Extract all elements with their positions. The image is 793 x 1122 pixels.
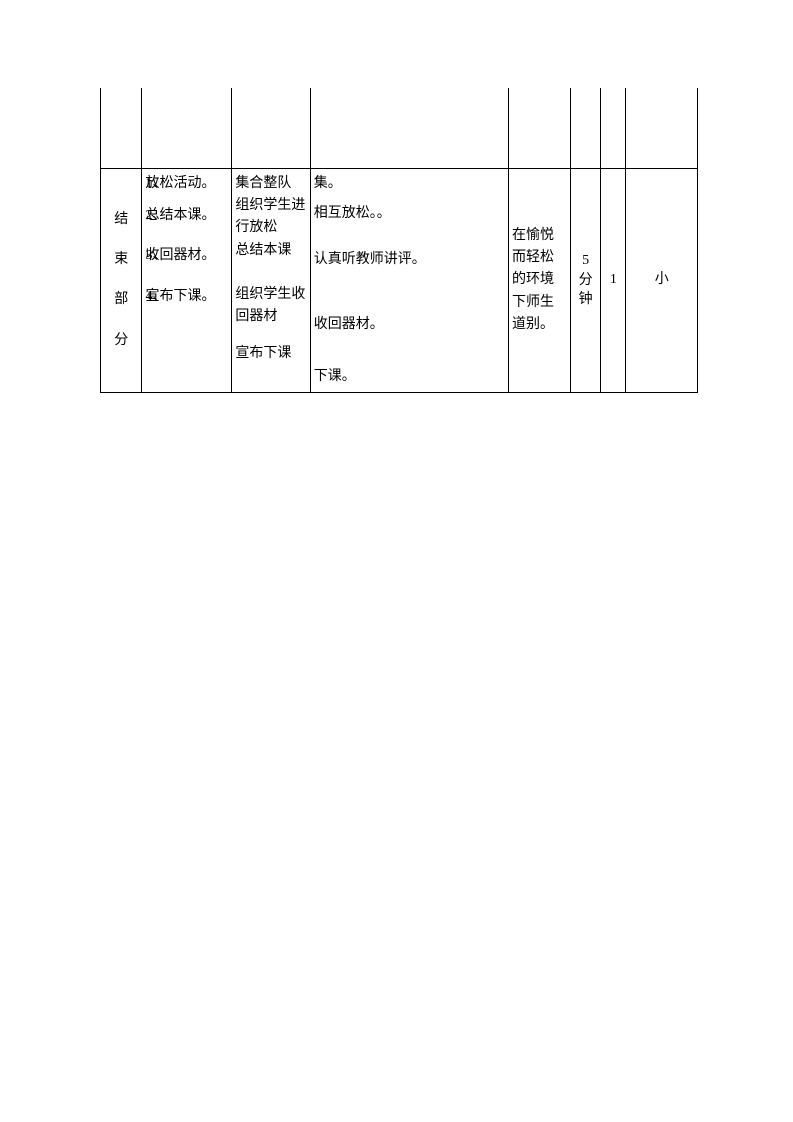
requirement-text: 在愉悦而轻松的环境下师生道别。 <box>512 228 554 333</box>
activities-cell: 1、放松活动。 2、总结本课。 3、收回器材。 4、宣布下课。 <box>142 168 232 393</box>
empty-cell <box>601 88 626 168</box>
list-text: 宣布下课。 <box>180 286 215 308</box>
section-char: 束 <box>114 249 128 271</box>
empty-cell <box>142 88 232 168</box>
student-action: 下课。 <box>314 366 505 388</box>
section-char: 结 <box>114 209 128 231</box>
section-label-cell: 结 束 部 分 <box>101 168 142 393</box>
teacher-action: 宣布下课 <box>235 343 306 365</box>
empty-cell <box>310 88 508 168</box>
list-text: 放松活动。 <box>180 173 215 195</box>
duration-char: 5 <box>582 251 589 271</box>
duration-char: 钟 <box>579 290 593 310</box>
content-row: 结 束 部 分 1、放松活动。 2、总结本课。 3、收回器材。 4、宣布下课。 … <box>101 168 698 393</box>
empty-cell <box>571 88 601 168</box>
intensity-value: 小 <box>655 272 669 287</box>
teacher-action: 总结本课 <box>235 240 306 262</box>
count-cell: 1 <box>601 168 626 393</box>
empty-cell <box>101 88 142 168</box>
teacher-action: 集合整队 <box>235 173 306 195</box>
duration-cell: 5 分 钟 <box>571 168 601 393</box>
requirements-cell: 在愉悦而轻松的环境下师生道别。 <box>508 168 570 393</box>
intensity-cell: 小 <box>626 168 698 393</box>
section-char: 部 <box>114 289 128 311</box>
lesson-plan-table: 结 束 部 分 1、放松活动。 2、总结本课。 3、收回器材。 4、宣布下课。 … <box>100 88 698 393</box>
teacher-actions-cell: 集合整队 组织学生进行放松 总结本课 组织学生收回器材 宣布下课 <box>232 168 310 393</box>
empty-cell <box>508 88 570 168</box>
section-char: 分 <box>114 330 128 352</box>
student-actions-cell: 集。 相互放松。。 认真听教师讲评。 收回器材。 下课。 <box>310 168 508 393</box>
list-text: 收回器材。 <box>180 245 215 267</box>
duration-char: 分 <box>579 271 593 291</box>
student-action: 收回器材。 <box>314 314 505 336</box>
student-action: 相互放松。。 <box>314 203 505 225</box>
student-action: 集。 <box>314 173 505 195</box>
count-value: 1 <box>610 272 617 287</box>
teacher-action: 组织学生进行放松 <box>235 195 306 240</box>
empty-cell <box>232 88 310 168</box>
empty-cell <box>626 88 698 168</box>
empty-header-row <box>101 88 698 168</box>
student-action: 认真听教师讲评。 <box>314 249 505 271</box>
teacher-action: 组织学生收回器材 <box>235 284 306 329</box>
list-text: 总结本课。 <box>180 205 215 227</box>
